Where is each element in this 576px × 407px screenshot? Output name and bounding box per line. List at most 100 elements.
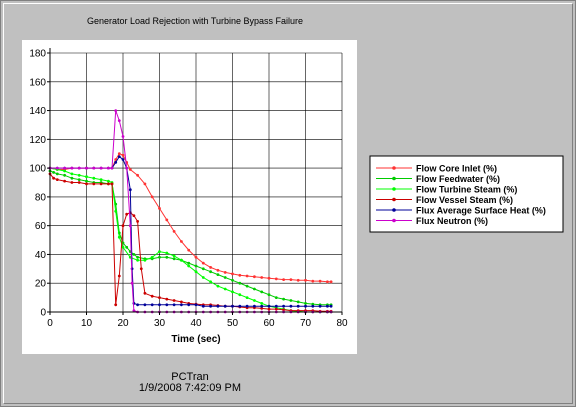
data-point <box>150 255 154 259</box>
x-tick-label: 50 <box>227 318 239 329</box>
y-tick-label: 160 <box>29 77 46 88</box>
data-point <box>92 166 96 170</box>
data-point <box>304 302 307 305</box>
data-point <box>165 218 169 222</box>
data-point <box>63 173 66 177</box>
data-point <box>274 307 278 311</box>
data-point <box>223 276 227 279</box>
data-point <box>121 245 125 249</box>
data-point <box>216 273 220 276</box>
data-point <box>180 258 183 262</box>
data-point <box>318 279 322 283</box>
data-point <box>311 304 315 308</box>
data-point <box>107 166 110 170</box>
data-point <box>136 220 140 223</box>
data-point <box>194 303 198 307</box>
data-point <box>201 261 205 265</box>
y-tick-label: 120 <box>29 135 46 146</box>
data-point <box>172 230 176 233</box>
data-point <box>267 276 271 280</box>
data-point <box>136 303 140 307</box>
data-point <box>99 182 103 186</box>
data-point <box>194 264 198 268</box>
data-point <box>158 207 161 210</box>
data-point <box>260 307 264 310</box>
data-point <box>52 171 55 174</box>
data-point <box>326 280 329 284</box>
data-point <box>260 276 264 279</box>
data-point <box>216 304 220 308</box>
data-point <box>267 293 271 297</box>
data-point <box>238 304 242 308</box>
data-point <box>107 182 110 186</box>
data-point <box>114 158 118 161</box>
data-point <box>63 166 66 170</box>
x-tick-label: 30 <box>154 318 166 329</box>
data-point <box>216 268 220 272</box>
data-point <box>223 271 227 274</box>
data-point <box>165 297 169 301</box>
data-point <box>55 166 59 170</box>
data-point <box>194 270 198 274</box>
data-point <box>125 212 129 216</box>
data-point <box>85 175 88 179</box>
data-point <box>114 109 118 112</box>
data-point <box>238 273 242 277</box>
x-tick-label: 80 <box>336 318 348 329</box>
x-tick-label: 70 <box>300 318 312 329</box>
data-point <box>117 119 121 122</box>
data-point <box>187 303 191 307</box>
x-tick-label: 20 <box>117 318 129 329</box>
data-point <box>311 279 315 283</box>
data-point <box>121 153 125 157</box>
data-point <box>187 264 191 268</box>
data-point <box>136 173 140 177</box>
data-point <box>158 303 161 307</box>
data-point <box>136 255 140 259</box>
data-point <box>77 166 81 170</box>
data-point <box>110 166 114 170</box>
data-point <box>231 278 234 282</box>
y-tick-label: 0 <box>40 308 46 319</box>
data-point <box>132 309 136 312</box>
footer-program: PCTran <box>171 371 209 383</box>
data-point <box>63 169 66 173</box>
data-point <box>52 176 55 180</box>
data-point <box>128 224 132 228</box>
data-point <box>172 257 176 261</box>
series-3 <box>48 172 333 313</box>
data-point <box>201 276 205 279</box>
axes: 0 20 40 60 80 100 120 140 160 180 0 10 20 30 40 50 60 70 8… <box>29 48 348 329</box>
data-point <box>329 280 333 284</box>
legend-entry: Flow Turbine Steam (%) <box>416 185 517 195</box>
data-point <box>117 152 121 156</box>
data-point <box>274 277 278 281</box>
legend-swatch-marker <box>392 187 396 191</box>
data-point <box>158 255 161 259</box>
data-point <box>260 302 264 305</box>
data-point <box>70 166 74 170</box>
series-line <box>49 173 332 312</box>
data-point <box>187 261 191 265</box>
data-point <box>143 291 147 295</box>
data-point <box>223 304 227 308</box>
data-point <box>114 161 118 164</box>
data-point <box>165 255 169 259</box>
data-point <box>326 304 329 308</box>
grid-lines <box>50 52 343 312</box>
data-point <box>282 297 285 301</box>
data-point <box>318 304 322 308</box>
data-point <box>125 245 129 249</box>
data-point <box>150 303 154 307</box>
data-point <box>296 300 300 304</box>
data-point <box>55 178 59 182</box>
data-point <box>209 266 213 269</box>
chart-title: Generator Load Rejection with Turbine By… <box>87 16 303 26</box>
legend: Flow Core Inlet (%)Flow Feedwater (%)Flo… <box>376 164 546 226</box>
data-point <box>143 258 147 262</box>
y-tick-label: 20 <box>35 279 47 290</box>
data-point <box>329 304 333 308</box>
data-point <box>282 278 285 281</box>
data-point <box>172 254 176 258</box>
